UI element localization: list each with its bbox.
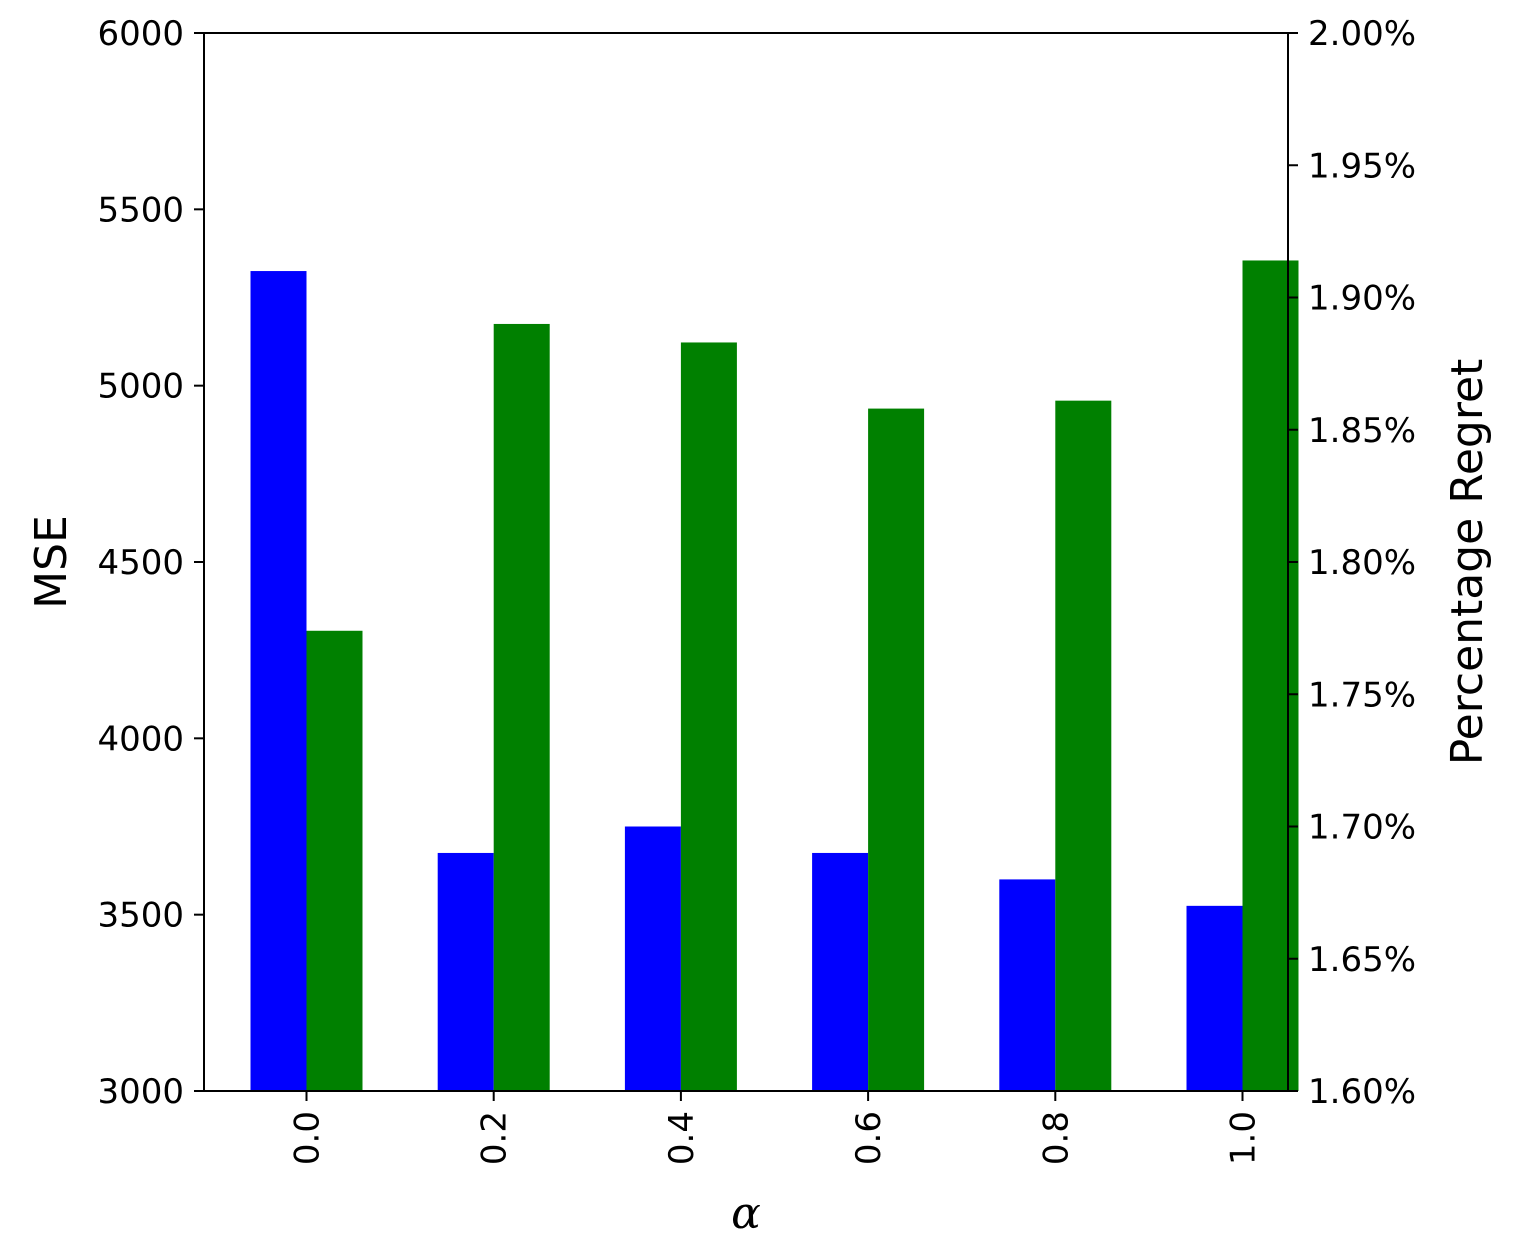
right-tick-label: 2.00% bbox=[1308, 14, 1416, 54]
x-axis-title: α bbox=[731, 1188, 761, 1239]
regret-bar-2 bbox=[680, 342, 737, 1092]
x-tick-label: 0.2 bbox=[475, 1111, 515, 1165]
left-tick-label: 4500 bbox=[97, 543, 184, 583]
left-tick-label: 4000 bbox=[97, 719, 184, 759]
left-tick-label: 6000 bbox=[97, 14, 184, 54]
mse-bar-2 bbox=[624, 826, 681, 1091]
mse-bar-1 bbox=[437, 852, 494, 1091]
right-tick-label: 1.65% bbox=[1308, 940, 1416, 980]
regret-bar-4 bbox=[1055, 400, 1112, 1091]
regret-bar-1 bbox=[493, 323, 550, 1091]
right-tick-label: 1.90% bbox=[1308, 279, 1416, 319]
regret-bar-0 bbox=[306, 630, 363, 1091]
right-tick-label: 1.60% bbox=[1308, 1072, 1416, 1112]
regret-bar-5 bbox=[1242, 260, 1299, 1092]
x-tick-label: 0.6 bbox=[849, 1111, 889, 1165]
x-tick-label: 0.8 bbox=[1036, 1111, 1076, 1165]
left-axis: 3000 3500 4000 4500 5000 5500 6000 bbox=[97, 14, 204, 1112]
right-tick-label: 1.95% bbox=[1308, 146, 1416, 186]
left-tick-label: 5500 bbox=[97, 190, 184, 230]
right-axis: 1.60% 1.65% 1.70% 1.75% 1.80% 1.85% 1.90% 1.95%… bbox=[1288, 14, 1416, 1112]
regret-bar-3 bbox=[868, 408, 925, 1092]
x-tick-label: 0.4 bbox=[662, 1111, 702, 1165]
right-tick-label: 1.80% bbox=[1308, 543, 1416, 583]
left-tick-label: 3500 bbox=[97, 896, 184, 936]
right-axis-title: Percentage Regret bbox=[1442, 359, 1493, 766]
bars-layer bbox=[250, 260, 1299, 1092]
right-tick-label: 1.75% bbox=[1308, 675, 1416, 715]
left-tick-label: 5000 bbox=[97, 367, 184, 407]
x-tick-label: 1.0 bbox=[1224, 1111, 1264, 1165]
mse-bar-4 bbox=[999, 879, 1056, 1091]
left-axis-title: MSE bbox=[26, 515, 77, 609]
right-tick-label: 1.70% bbox=[1308, 808, 1416, 848]
plot-frame bbox=[203, 32, 1289, 1092]
x-tick-label: 0.0 bbox=[288, 1111, 328, 1165]
mse-bar-0 bbox=[250, 271, 307, 1091]
mse-bar-5 bbox=[1186, 905, 1243, 1091]
mse-bar-3 bbox=[812, 852, 869, 1091]
x-axis: 0.0 0.2 0.4 0.6 0.8 1.0 bbox=[288, 1091, 1264, 1165]
left-tick-label: 3000 bbox=[97, 1072, 184, 1112]
right-tick-label: 1.85% bbox=[1308, 411, 1416, 451]
